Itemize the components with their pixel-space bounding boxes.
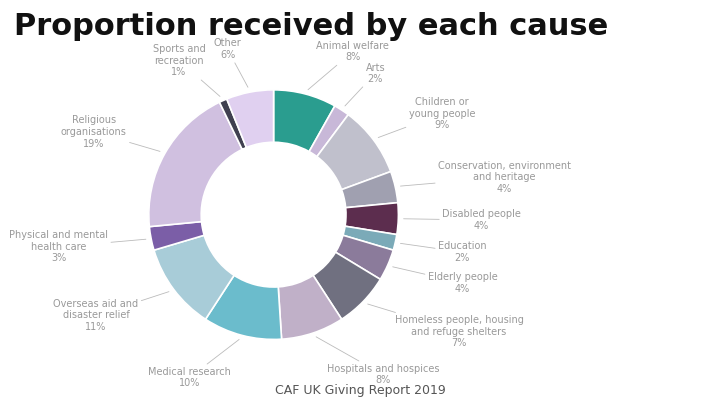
Wedge shape	[336, 235, 393, 279]
Text: Overseas aid and
disaster relief
11%: Overseas aid and disaster relief 11%	[53, 292, 169, 332]
Wedge shape	[205, 275, 282, 339]
Text: Sports and
recreation
1%: Sports and recreation 1%	[153, 44, 220, 96]
Wedge shape	[309, 106, 348, 157]
Wedge shape	[345, 202, 398, 234]
Text: Hospitals and hospices
8%: Hospitals and hospices 8%	[316, 337, 439, 385]
Wedge shape	[317, 115, 391, 190]
Wedge shape	[227, 90, 274, 147]
Text: Elderly people
4%: Elderly people 4%	[392, 267, 498, 294]
Text: Other
6%: Other 6%	[214, 38, 248, 87]
Text: Physical and mental
health care
3%: Physical and mental health care 3%	[9, 230, 146, 264]
Wedge shape	[220, 99, 246, 149]
Wedge shape	[149, 102, 242, 227]
Wedge shape	[274, 90, 335, 151]
Wedge shape	[154, 235, 234, 319]
Text: Education
2%: Education 2%	[400, 241, 487, 263]
Text: Children or
young people
9%: Children or young people 9%	[378, 97, 475, 138]
Text: Proportion received by each cause: Proportion received by each cause	[14, 12, 608, 41]
Text: Homeless people, housing
and refuge shelters
7%: Homeless people, housing and refuge shel…	[368, 304, 523, 348]
Wedge shape	[278, 275, 342, 339]
Text: Disabled people
4%: Disabled people 4%	[404, 209, 521, 231]
Wedge shape	[149, 222, 204, 250]
Text: CAF UK Giving Report 2019: CAF UK Giving Report 2019	[274, 384, 446, 397]
Wedge shape	[341, 172, 398, 208]
Text: Religious
organisations
19%: Religious organisations 19%	[61, 115, 160, 151]
Wedge shape	[343, 226, 397, 250]
Text: Animal welfare
8%: Animal welfare 8%	[308, 41, 390, 90]
Text: Arts
2%: Arts 2%	[345, 63, 385, 106]
Text: Medical research
10%: Medical research 10%	[148, 339, 239, 388]
Text: Conservation, environment
and heritage
4%: Conservation, environment and heritage 4…	[400, 160, 571, 194]
Wedge shape	[313, 252, 380, 319]
